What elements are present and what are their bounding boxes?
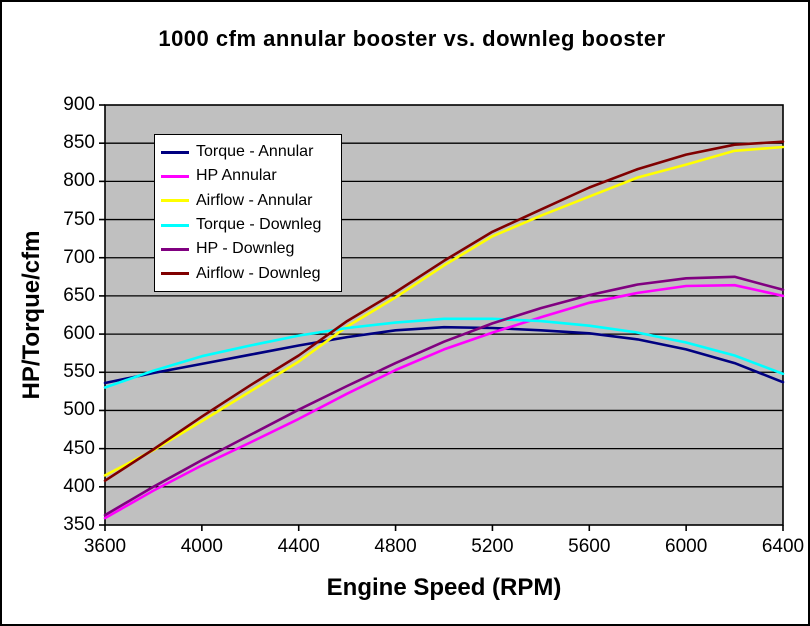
x-tick-label-5200: 5200 xyxy=(471,536,514,557)
y-tick-label-500: 500 xyxy=(63,399,95,421)
series-line-torque-downleg xyxy=(103,317,785,389)
x-tick-label-6000: 6000 xyxy=(665,536,708,557)
y-tick-label-650: 650 xyxy=(63,284,95,306)
y-tick-label-550: 550 xyxy=(63,361,95,383)
series-line-airflow-annular xyxy=(103,145,785,477)
legend-item-hp-annular: HP Annular xyxy=(161,164,335,188)
legend-label: Torque - Downleg xyxy=(196,216,322,234)
y-tick-label-800: 800 xyxy=(63,170,95,192)
y-tick-label-850: 850 xyxy=(63,132,95,154)
series-line-hp-downleg xyxy=(103,275,785,517)
legend-line-icon xyxy=(161,272,189,276)
legend-label: Airflow - Annular xyxy=(196,191,313,209)
y-tick-label-350: 350 xyxy=(63,514,95,535)
legend-item-airflow-annular: Airflow - Annular xyxy=(161,189,335,213)
legend-item-torque-downleg: Torque - Downleg xyxy=(161,213,335,237)
x-tick-label-3600: 3600 xyxy=(83,536,127,557)
legend-label: HP Annular xyxy=(196,167,277,185)
y-tick-label-400: 400 xyxy=(63,475,95,497)
legend-box: Torque - Annular HP Annular Airflow - Annu… xyxy=(154,134,342,292)
legend-item-torque-annular: Torque - Annular xyxy=(161,140,335,164)
legend-label: HP - Downleg xyxy=(196,240,295,258)
y-tick-label-700: 700 xyxy=(63,246,95,268)
series-line-torque-annular xyxy=(103,325,785,385)
x-tick-label-4400: 4400 xyxy=(277,536,320,557)
legend-item-hp-downleg: HP - Downleg xyxy=(161,237,335,261)
legend-line-icon xyxy=(161,199,189,203)
chart-title: 1000 cfm annular booster vs. downleg boo… xyxy=(158,26,666,51)
legend-label: Torque - Annular xyxy=(196,143,314,161)
x-axis-title: Engine Speed (RPM) xyxy=(326,574,562,601)
x-tick-label-5600: 5600 xyxy=(568,536,611,557)
series-line-hp-annular xyxy=(103,283,785,520)
y-tick-label-750: 750 xyxy=(63,208,95,230)
y-tick-label-600: 600 xyxy=(63,323,95,345)
x-tick-label-4800: 4800 xyxy=(374,536,417,557)
x-tick-label-6400: 6400 xyxy=(761,536,805,557)
legend-label: Airflow - Downleg xyxy=(196,264,321,282)
y-tick-label-450: 450 xyxy=(63,437,95,459)
x-tick-label-4000: 4000 xyxy=(180,536,223,557)
legend-line-icon xyxy=(161,223,189,227)
legend-line-icon xyxy=(161,174,189,178)
legend-line-icon xyxy=(161,247,189,251)
legend-item-airflow-downleg: Airflow - Downleg xyxy=(161,262,335,286)
y-tick-label-900: 900 xyxy=(63,94,95,115)
series-line-airflow-downleg xyxy=(103,140,785,483)
legend-line-icon xyxy=(161,150,189,154)
